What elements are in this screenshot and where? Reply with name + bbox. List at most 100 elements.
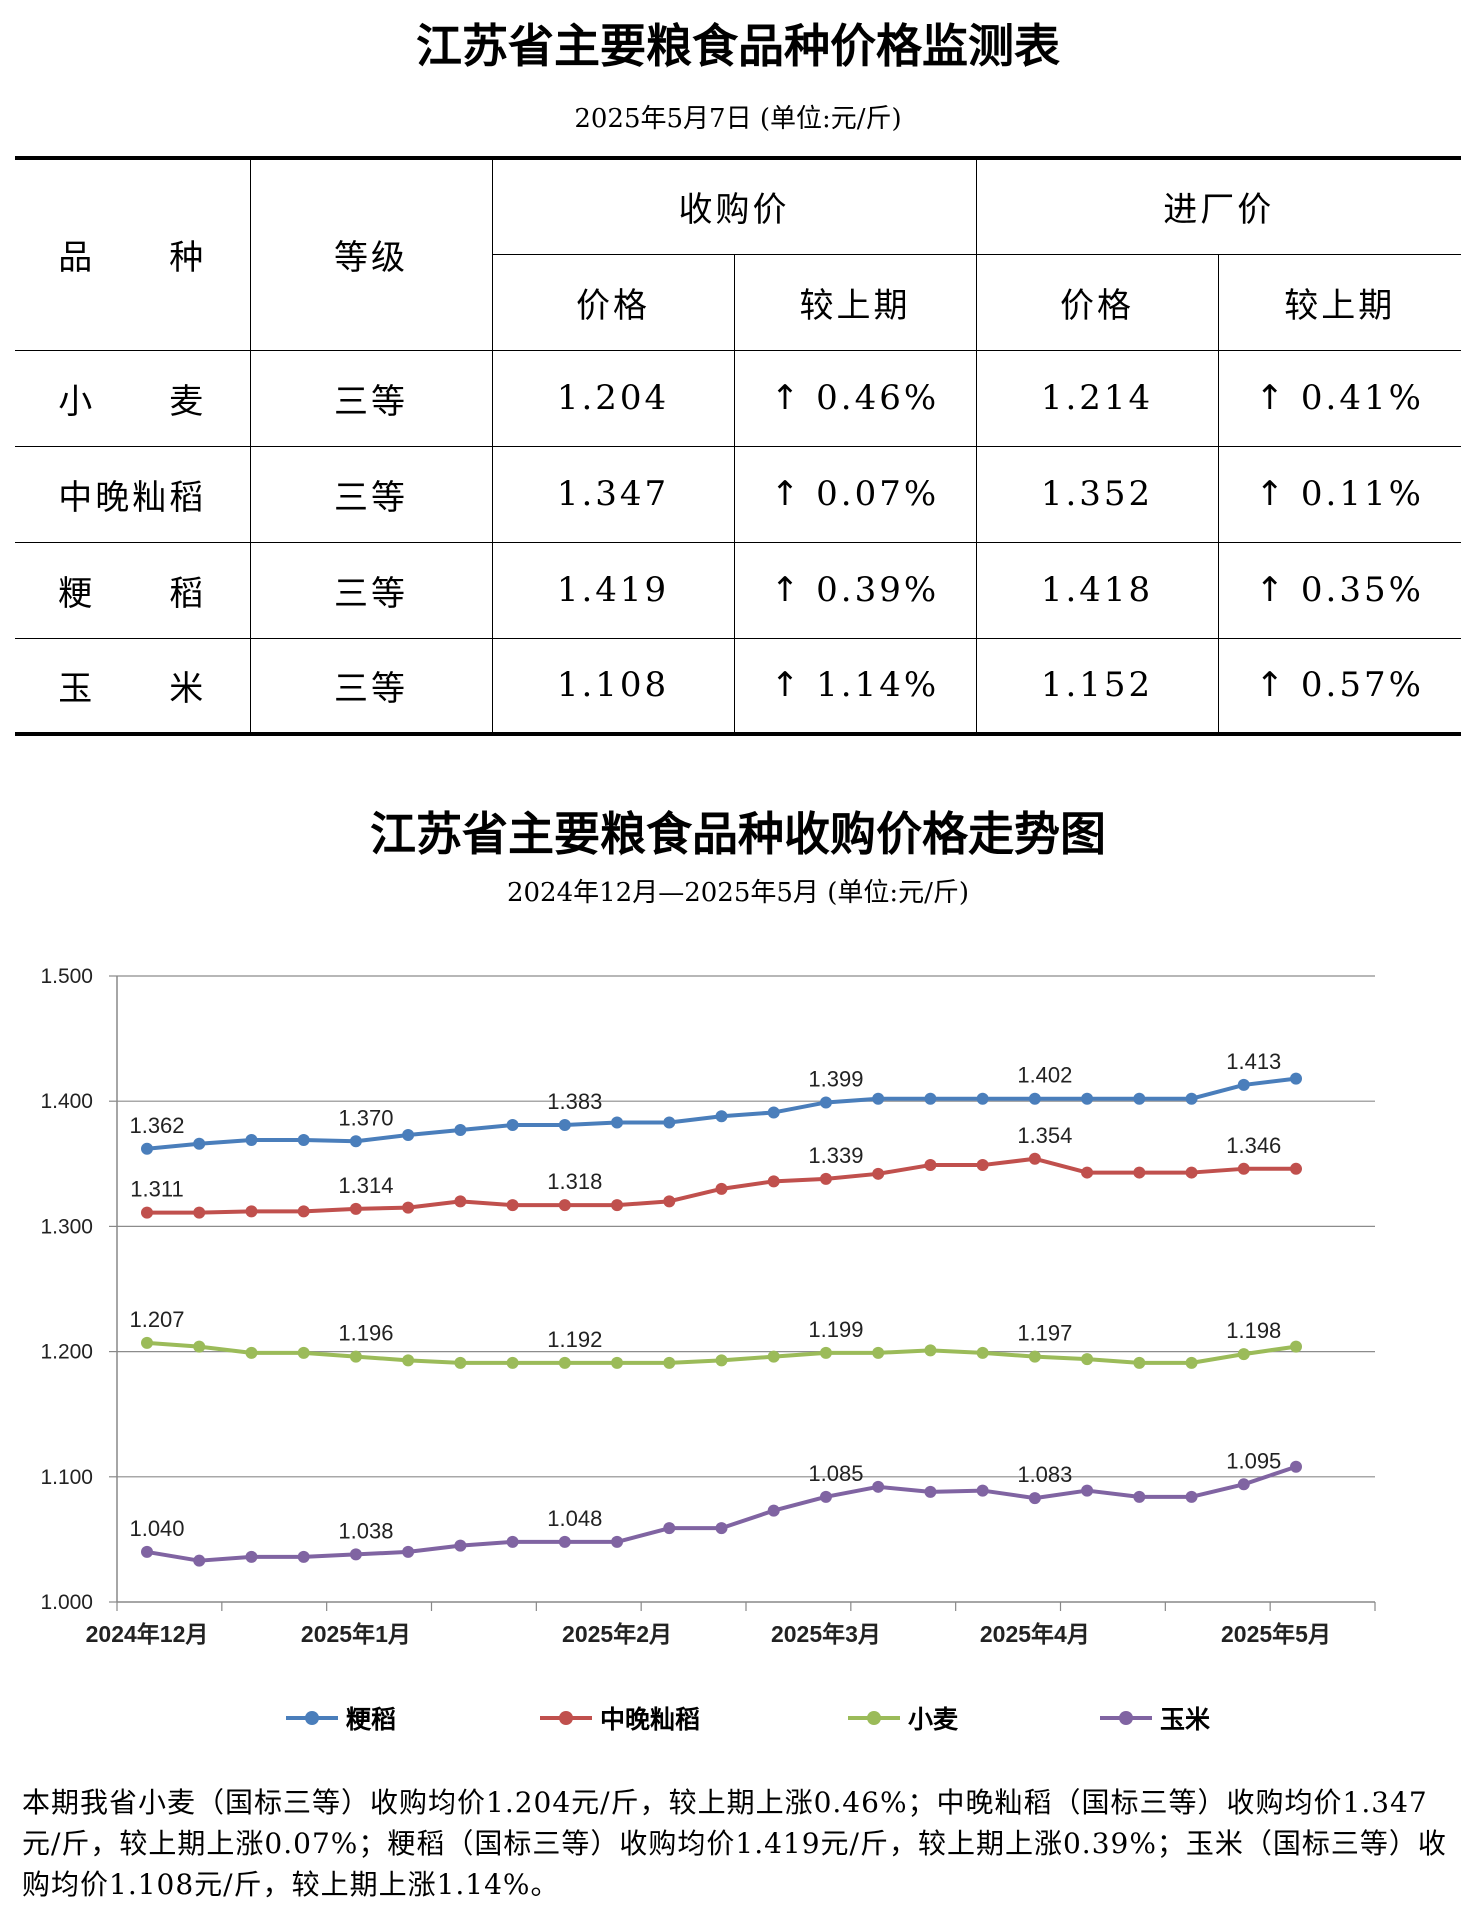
cell-factory-price: 1.152 — [975, 637, 1219, 735]
y-tick-label: 1.100 — [40, 1466, 93, 1489]
data-label: 1.199 — [808, 1317, 863, 1342]
data-point — [767, 1106, 780, 1119]
data-label: 1.095 — [1226, 1448, 1281, 1473]
y-tick-label: 1.400 — [40, 1090, 93, 1113]
legend-label: 粳稻 — [346, 1705, 397, 1734]
data-point — [193, 1137, 206, 1150]
data-point — [767, 1350, 780, 1363]
arrow-up-icon: ↑ — [1255, 474, 1288, 514]
cell-purchase-change: ↑ 0.07% — [733, 445, 977, 543]
cell-variety: 粳 稻 — [15, 541, 251, 639]
header-purchase-change: 较上期 — [733, 253, 977, 351]
arrow-up-icon: ↑ — [770, 665, 803, 706]
data-point — [506, 1356, 519, 1369]
data-point — [454, 1123, 467, 1136]
data-point — [611, 1535, 624, 1548]
table-row: 中晚籼稻 三等 1.347 ↑ 0.07% 1.352 ↑ 0.11% — [15, 445, 1461, 543]
data-point — [1081, 1166, 1094, 1179]
data-point — [976, 1346, 989, 1359]
data-point — [402, 1545, 415, 1558]
data-point — [976, 1092, 989, 1105]
data-point — [715, 1182, 728, 1195]
data-point — [819, 1172, 832, 1185]
data-point — [506, 1199, 519, 1212]
header-purchase-price: 价格 — [492, 253, 735, 351]
data-point — [715, 1110, 728, 1123]
x-tick-label: 2025年5月 — [1221, 1621, 1331, 1647]
cell-grade: 三等 — [249, 349, 493, 447]
header-grade: 等级 — [249, 157, 493, 351]
data-label: 1.083 — [1017, 1462, 1072, 1487]
data-point — [976, 1484, 989, 1497]
data-point — [141, 1206, 153, 1219]
data-label: 1.038 — [338, 1518, 393, 1543]
data-point — [349, 1548, 362, 1561]
legend-item: 粳稻 — [286, 1700, 396, 1736]
header-purchase: 收购价 — [491, 157, 977, 255]
data-point — [1237, 1478, 1250, 1491]
cell-purchase-price: 1.204 — [491, 349, 735, 447]
data-point — [1081, 1092, 1094, 1105]
data-label: 1.048 — [547, 1506, 602, 1531]
data-label: 1.197 — [1017, 1321, 1072, 1346]
arrow-up-icon: ↑ — [1255, 378, 1288, 418]
x-tick-label: 2025年3月 — [771, 1621, 881, 1647]
cell-factory-price: 1.214 — [975, 349, 1219, 447]
cell-factory-change: ↑ 0.41% — [1217, 349, 1461, 447]
data-point — [245, 1205, 258, 1218]
data-label: 1.314 — [338, 1173, 393, 1198]
data-point — [1237, 1348, 1250, 1361]
data-label: 1.198 — [1226, 1318, 1281, 1343]
header-factory-price: 价格 — [975, 253, 1219, 351]
price-table: 品 种 等级 收购价 进厂价 价格 较上期 价格 较上期 小 麦 三等 1.20… — [15, 156, 1461, 736]
data-point — [141, 1545, 153, 1558]
data-label: 1.085 — [808, 1461, 863, 1486]
data-point — [297, 1134, 310, 1147]
data-point — [193, 1206, 206, 1219]
data-label: 1.311 — [130, 1177, 183, 1202]
legend-item: 玉米 — [1100, 1700, 1210, 1736]
data-point — [1028, 1152, 1041, 1165]
data-point — [297, 1346, 310, 1359]
data-point — [193, 1554, 206, 1567]
cell-variety: 小 麦 — [15, 349, 251, 447]
data-label: 1.318 — [547, 1169, 602, 1194]
data-label: 1.362 — [129, 1113, 184, 1138]
data-point — [976, 1159, 989, 1172]
x-tick-label: 2025年2月 — [562, 1621, 672, 1647]
cell-purchase-price: 1.419 — [491, 541, 735, 639]
data-point — [558, 1356, 571, 1369]
data-point — [349, 1202, 362, 1215]
cell-grade: 三等 — [249, 541, 493, 639]
data-label: 1.196 — [338, 1321, 393, 1346]
arrow-up-icon: ↑ — [770, 378, 803, 418]
y-tick-label: 1.200 — [40, 1341, 93, 1364]
cell-factory-change: ↑ 0.11% — [1217, 445, 1461, 543]
y-tick-label: 1.300 — [40, 1215, 93, 1238]
data-point — [506, 1535, 519, 1548]
data-label: 1.339 — [808, 1143, 863, 1168]
cell-grade: 三等 — [249, 637, 493, 735]
data-label: 1.383 — [547, 1089, 602, 1114]
x-tick-label: 2024年12月 — [86, 1621, 209, 1647]
data-point — [245, 1550, 258, 1563]
series-line — [146, 1464, 1297, 1563]
data-point — [1185, 1166, 1198, 1179]
data-label: 1.399 — [808, 1066, 863, 1091]
data-point — [402, 1129, 415, 1142]
legend-item: 小麦 — [848, 1700, 958, 1736]
data-point — [872, 1092, 885, 1105]
chart-subtitle: 2024年12月—2025年5月 (单位:元/斤) — [506, 878, 970, 908]
data-point — [767, 1175, 780, 1188]
legend-swatch — [286, 1711, 338, 1725]
legend-swatch — [1100, 1711, 1152, 1725]
arrow-up-icon: ↑ — [1255, 665, 1288, 706]
data-label: 1.192 — [547, 1327, 602, 1352]
data-label: 1.370 — [338, 1105, 393, 1130]
cell-purchase-change: ↑ 0.46% — [733, 349, 977, 447]
header-factory-change: 较上期 — [1217, 253, 1461, 351]
cell-purchase-change: ↑ 0.39% — [733, 541, 977, 639]
data-point — [297, 1550, 310, 1563]
cell-purchase-price: 1.108 — [491, 637, 735, 735]
data-point — [663, 1522, 676, 1535]
